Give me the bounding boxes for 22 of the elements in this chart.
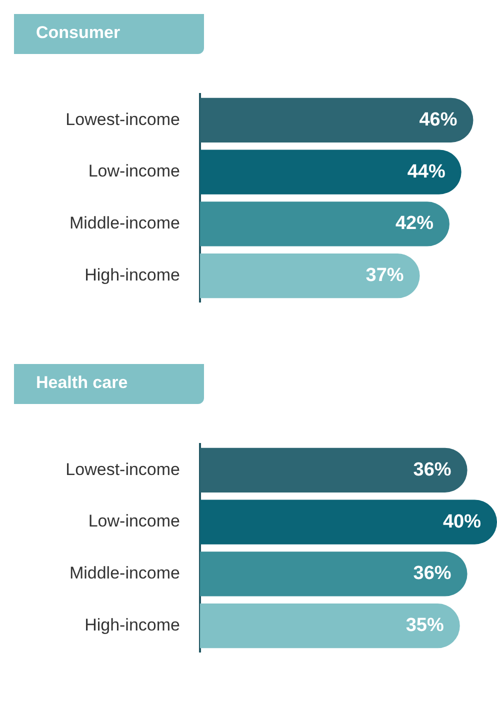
data-label: 44% (407, 161, 446, 182)
bar (200, 150, 462, 194)
chart-title: Consumer (14, 14, 204, 54)
bar (200, 202, 450, 246)
y-tick-label: High-income (84, 616, 180, 635)
y-tick-label: Low-income (88, 162, 180, 181)
data-label: 40% (442, 511, 482, 532)
data-label: 46% (419, 109, 458, 130)
y-tick-label: Middle-income (69, 214, 180, 233)
y-tick-label: Lowest-income (66, 460, 180, 479)
y-tick-label: Middle-income (69, 564, 180, 583)
y-tick-label: High-income (84, 266, 180, 285)
data-label: 36% (413, 459, 452, 480)
y-tick-label: Low-income (88, 512, 180, 531)
data-label: 35% (406, 615, 444, 636)
data-label: 36% (413, 563, 452, 584)
data-label: 42% (395, 213, 434, 234)
chart-title: Health care (14, 364, 204, 404)
data-label: 37% (366, 265, 404, 286)
bar (200, 254, 420, 298)
bar (200, 98, 474, 142)
y-tick-label: Lowest-income (66, 110, 180, 129)
